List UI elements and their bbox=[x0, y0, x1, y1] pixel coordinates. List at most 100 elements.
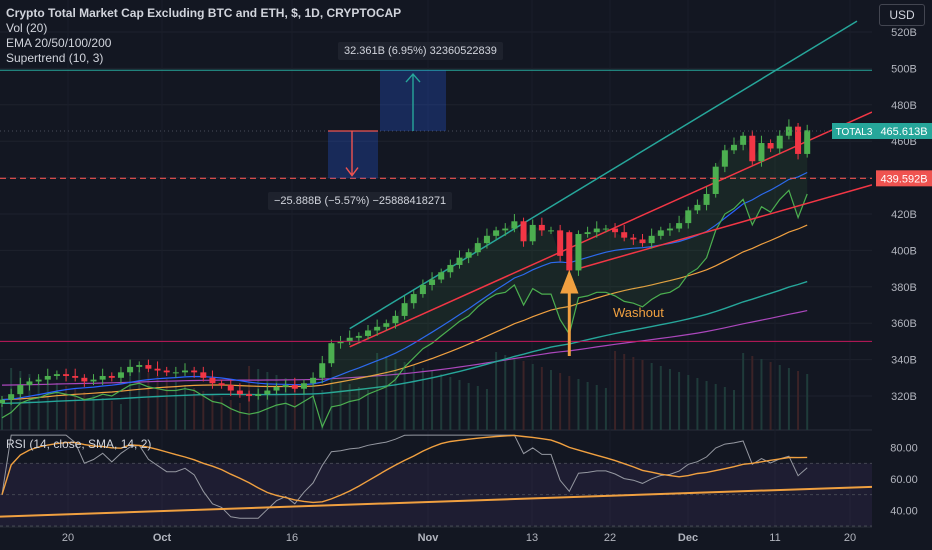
rsi-tick-label: 60.00 bbox=[890, 474, 918, 486]
volume-bar bbox=[604, 388, 607, 430]
volume-bar bbox=[101, 398, 104, 430]
candle-body bbox=[383, 323, 390, 327]
volume-bar bbox=[797, 371, 800, 430]
candle-body bbox=[300, 383, 307, 389]
candle-body bbox=[438, 272, 445, 280]
channel-upper-line bbox=[349, 20, 858, 330]
candle-body bbox=[776, 135, 783, 149]
candle-body bbox=[685, 210, 692, 224]
candle-body bbox=[538, 224, 545, 231]
candle-body bbox=[145, 365, 152, 369]
volume-bar bbox=[623, 354, 626, 430]
candle-body bbox=[758, 143, 765, 162]
candle-body bbox=[666, 228, 673, 231]
candles bbox=[0, 119, 811, 407]
candle-body bbox=[401, 303, 408, 316]
volume-bar bbox=[421, 368, 424, 430]
candle-body bbox=[127, 366, 134, 373]
indicator-supertrend[interactable]: Supertrend (10, 3) bbox=[6, 51, 104, 65]
ema-200-line bbox=[1, 310, 808, 386]
volume-bar bbox=[321, 390, 324, 430]
axes: 520B500B480B460B440B420B400B380B360B340B… bbox=[62, 0, 932, 550]
candle-body bbox=[17, 385, 24, 395]
chart-legend: Crypto Total Market Cap Excluding BTC an… bbox=[6, 6, 401, 66]
volume-bar bbox=[367, 390, 369, 430]
volume-bar bbox=[723, 387, 726, 430]
volume-bar bbox=[174, 382, 177, 430]
y-tick-label: 460B bbox=[891, 136, 917, 148]
volume-bar bbox=[687, 375, 690, 430]
candle-body bbox=[584, 232, 591, 235]
candle-body bbox=[676, 223, 683, 229]
rsi-tick-label: 40.00 bbox=[890, 505, 918, 517]
candle-body bbox=[200, 372, 207, 378]
volume-bar bbox=[376, 353, 379, 430]
candle-body bbox=[81, 377, 88, 382]
volume-bar bbox=[495, 352, 498, 430]
candle-body bbox=[0, 399, 5, 404]
volume-bar bbox=[467, 383, 470, 430]
volume-bar bbox=[751, 356, 754, 430]
level-price-label: 439.592B bbox=[880, 173, 927, 185]
indicator-ema[interactable]: EMA 20/50/100/200 bbox=[6, 36, 112, 50]
x-tick-label: 22 bbox=[604, 532, 616, 544]
volume-bar bbox=[238, 403, 241, 430]
candle-body bbox=[99, 375, 106, 380]
candle-body bbox=[602, 228, 609, 230]
candle-body bbox=[154, 368, 161, 371]
volume-bar bbox=[193, 388, 196, 430]
candle-body bbox=[557, 230, 564, 256]
candle-body bbox=[703, 193, 710, 205]
volume-bar bbox=[586, 382, 589, 430]
rsi-band bbox=[0, 463, 872, 526]
candle-body bbox=[575, 234, 582, 271]
overlays bbox=[0, 69, 872, 356]
volume-bar bbox=[138, 370, 141, 430]
indicator-volume[interactable]: Vol (20) bbox=[6, 21, 48, 35]
volume-bar bbox=[614, 351, 617, 430]
candle-body bbox=[273, 386, 280, 391]
ema-20-line bbox=[1, 171, 808, 401]
volume-bar bbox=[769, 362, 772, 430]
volume-bar bbox=[485, 389, 488, 430]
candle-body bbox=[419, 284, 426, 295]
candle-body bbox=[721, 150, 728, 167]
volume-bar bbox=[211, 394, 214, 430]
candle-body bbox=[483, 235, 490, 244]
candle-body bbox=[319, 363, 326, 378]
channel-red-lower-line bbox=[578, 184, 873, 270]
candle-body bbox=[566, 232, 573, 271]
x-tick-label: Dec bbox=[678, 532, 698, 544]
candle-body bbox=[657, 230, 664, 236]
candle-body bbox=[282, 385, 289, 387]
candle-body bbox=[63, 374, 70, 376]
volume-bar bbox=[202, 391, 205, 430]
volume-bar bbox=[147, 373, 150, 430]
x-tick-label: 20 bbox=[844, 532, 856, 544]
candle-body bbox=[712, 166, 719, 194]
volume-bar bbox=[787, 368, 790, 430]
x-tick-label: Oct bbox=[153, 532, 172, 544]
candle-body bbox=[209, 377, 216, 384]
candle-body bbox=[429, 279, 436, 285]
candle-body bbox=[612, 228, 619, 233]
candle-body bbox=[310, 377, 317, 384]
washout-arrow bbox=[560, 269, 579, 356]
volume-bar bbox=[550, 370, 552, 430]
volume-bar bbox=[632, 357, 635, 430]
measure-down-box bbox=[328, 131, 378, 179]
candle-body bbox=[108, 375, 115, 378]
candle-body bbox=[191, 370, 198, 373]
volume-bar bbox=[641, 360, 644, 430]
candle-body bbox=[346, 337, 353, 342]
volume-bar bbox=[312, 387, 315, 430]
currency-button[interactable]: USD bbox=[879, 4, 925, 26]
candle-body bbox=[456, 257, 463, 265]
candle-body bbox=[8, 394, 15, 400]
rsi-legend[interactable]: RSI (14, close, SMA, 14, 2) bbox=[6, 437, 152, 451]
candle-body bbox=[218, 383, 225, 386]
volume-bar bbox=[385, 356, 388, 430]
volume-bar bbox=[742, 353, 745, 430]
x-tick-label: Nov bbox=[418, 532, 440, 544]
